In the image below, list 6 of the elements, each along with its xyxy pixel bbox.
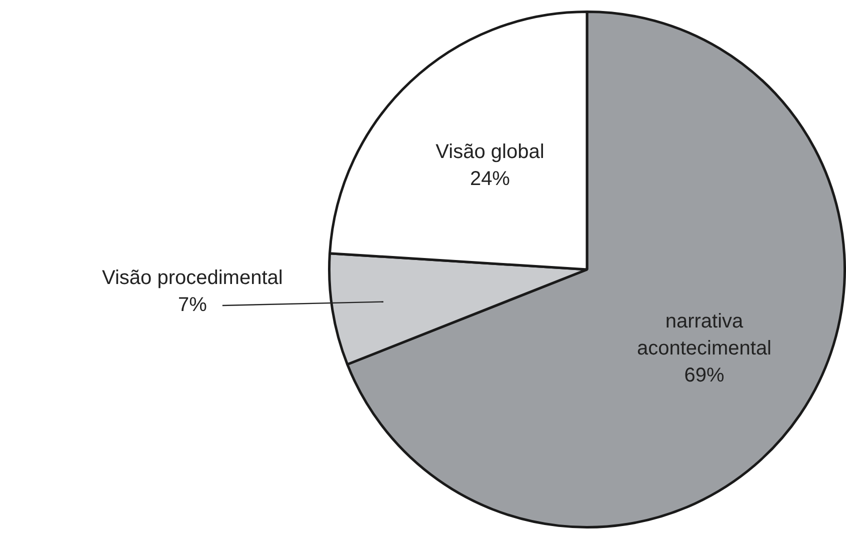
slice-label: Visão procedimental — [102, 267, 283, 290]
slice-label: narrativa acontecimental — [636, 310, 772, 360]
slice-label: Visão global — [436, 141, 544, 164]
data-label: 69% — [684, 364, 724, 387]
data-label: 24% — [470, 168, 510, 190]
data-label: 7% — [178, 294, 208, 316]
